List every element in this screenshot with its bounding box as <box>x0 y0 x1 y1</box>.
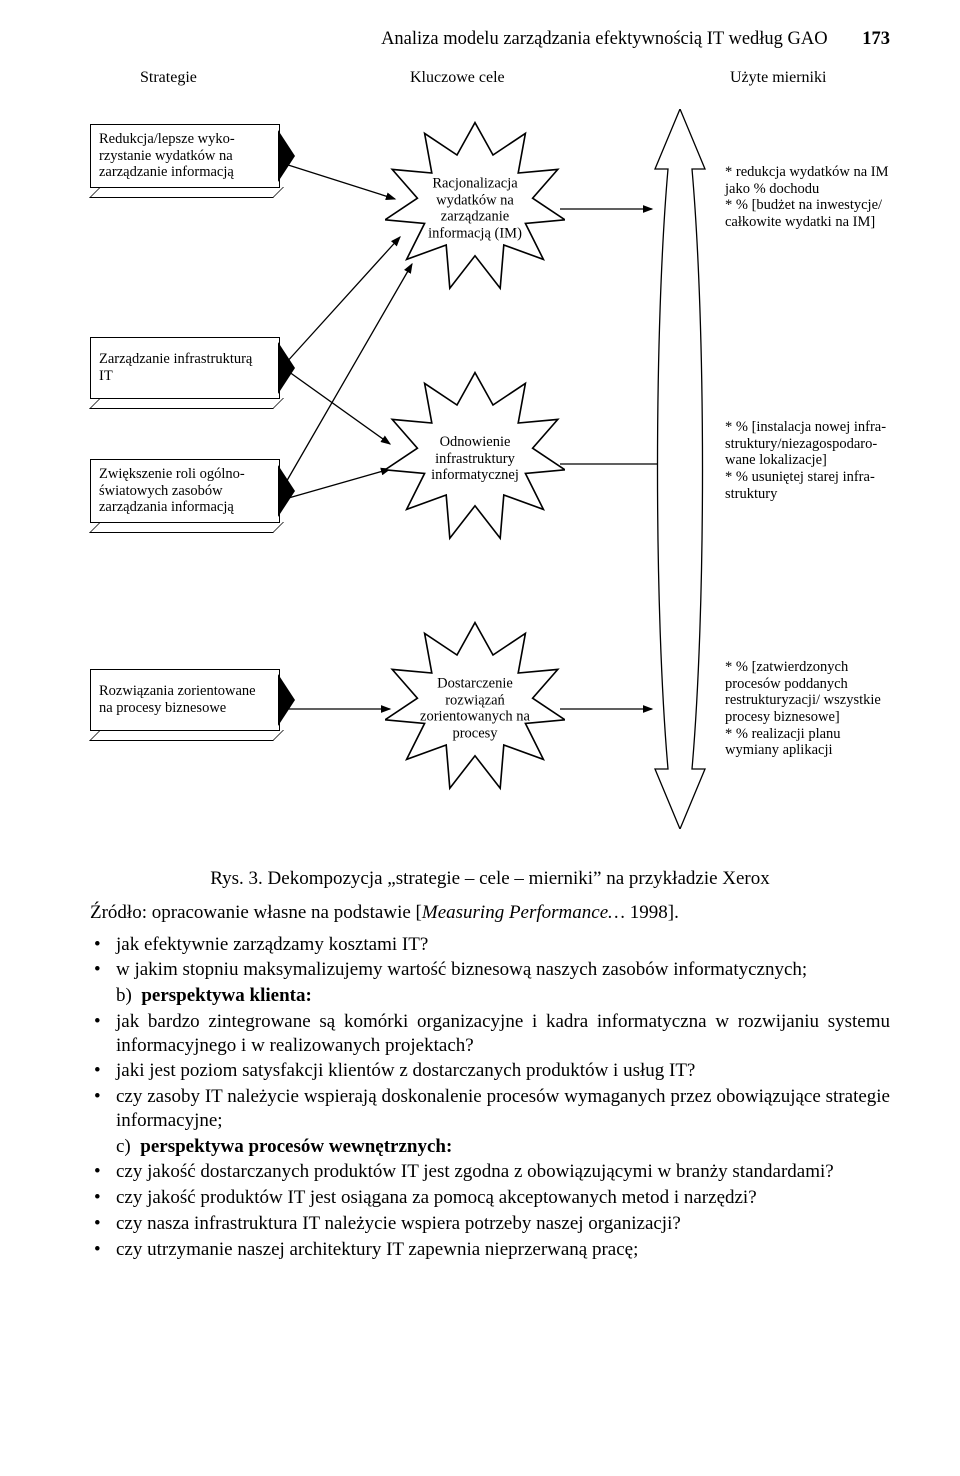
goal-2-label: Odnowienie infrastruktury informatycznej <box>415 434 535 484</box>
sub-heading-b: b) perspektywa klienta: <box>90 984 890 1008</box>
goal-burst-1: Racjonalizacja wydatków na zarządzanie i… <box>385 119 565 299</box>
sub-c-bold: perspektywa procesów wewnętrznych: <box>140 1136 452 1157</box>
body-bullets: jak efektywnie zarządzamy kosztami IT? w… <box>90 933 890 983</box>
strategy-block-4: Rozwiązania zorientowane na procesy bizn… <box>90 669 280 731</box>
body-bullets-b: jak bardzo zintegrowane są komórki organ… <box>90 1010 890 1133</box>
col-head-goals: Kluczowe cele <box>410 69 505 87</box>
metrics-3: * % [zatwierdzonych procesów poddanych r… <box>725 659 895 759</box>
lens-shape <box>650 109 710 829</box>
figure-caption: Rys. 3. Dekompozycja „strategie – cele –… <box>90 867 890 891</box>
source-suffix: 1998]. <box>625 902 679 923</box>
strategy-block-1: Redukcja/lepsze wyko-rzystanie wydatków … <box>90 124 280 188</box>
goal-3-label: Dostarczenie rozwiązań zorientowanych na… <box>415 676 535 743</box>
metrics-2: * % [instalacja nowej infra-struktury/ni… <box>725 419 895 502</box>
page-number: 173 <box>862 28 890 51</box>
metrics-1: * redukcja wydatków na IM jako % dochodu… <box>725 164 895 231</box>
bullet-3: jak bardzo zintegrowane są komórki organ… <box>90 1010 890 1058</box>
strategy-3-label: Zwiększenie roli ogólno-światowych zasob… <box>99 466 261 516</box>
sub-heading-c: c) perspektywa procesów wewnętrznych: <box>90 1135 890 1159</box>
strategy-2-label: Zarządzanie infrastrukturą IT <box>99 351 261 384</box>
page: Analiza modelu zarządzania efektywnością… <box>0 0 960 1303</box>
running-title: Analiza modelu zarządzania efektywnością… <box>381 29 828 49</box>
bullet-2: w jakim stopniu maksymalizujemy wartość … <box>90 958 890 982</box>
bullet-4: jaki jest poziom satysfakcji klientów z … <box>90 1059 890 1083</box>
bullet-1: jak efektywnie zarządzamy kosztami IT? <box>90 933 890 957</box>
strategy-block-2: Zarządzanie infrastrukturą IT <box>90 337 280 399</box>
col-head-strategies: Strategie <box>140 69 197 87</box>
bullet-6: czy jakość dostarczanych produktów IT je… <box>90 1160 890 1184</box>
col-head-metrics: Użyte mierniki <box>730 69 826 87</box>
diagram: Strategie Kluczowe cele Użyte mierniki <box>90 69 890 859</box>
goal-burst-3: Dostarczenie rozwiązań zorientowanych na… <box>385 619 565 799</box>
strategy-block-3: Zwiększenie roli ogólno-światowych zasob… <box>90 459 280 523</box>
strategy-4-label: Rozwiązania zorientowane na procesy bizn… <box>99 683 261 716</box>
bullet-7: czy jakość produktów IT jest osiągana za… <box>90 1186 890 1210</box>
bullet-5: czy zasoby IT należycie wspierają doskon… <box>90 1085 890 1133</box>
source-italic: Measuring Performance… <box>422 902 625 923</box>
goal-burst-2: Odnowienie infrastruktury informatycznej <box>385 369 565 549</box>
source-prefix: Źródło: opracowanie własne na podstawie … <box>90 902 422 923</box>
figure-source: Źródło: opracowanie własne na podstawie … <box>90 901 890 925</box>
bullet-8: czy nasza infrastruktura IT należycie ws… <box>90 1212 890 1236</box>
running-head: Analiza modelu zarządzania efektywnością… <box>90 28 890 51</box>
body-bullets-c: czy jakość dostarczanych produktów IT je… <box>90 1160 890 1261</box>
bullet-9: czy utrzymanie naszej architektury IT za… <box>90 1238 890 1262</box>
sub-b-bold: perspektywa klienta: <box>141 985 311 1006</box>
strategy-1-label: Redukcja/lepsze wyko-rzystanie wydatków … <box>99 131 261 181</box>
goal-1-label: Racjonalizacja wydatków na zarządzanie i… <box>415 176 535 243</box>
